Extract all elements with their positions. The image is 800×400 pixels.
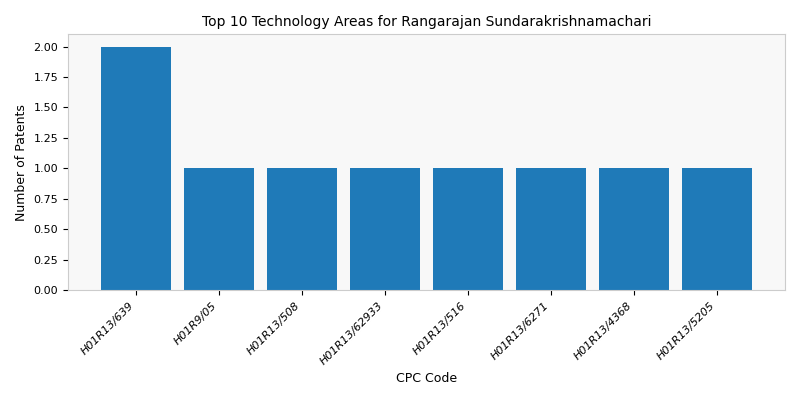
Bar [433, 168, 503, 290]
Bar [101, 46, 171, 290]
Bar [184, 168, 254, 290]
X-axis label: CPC Code: CPC Code [396, 372, 457, 385]
Bar [599, 168, 670, 290]
Bar [682, 168, 753, 290]
Y-axis label: Number of Patents: Number of Patents [15, 104, 28, 221]
Title: Top 10 Technology Areas for Rangarajan Sundarakrishnamachari: Top 10 Technology Areas for Rangarajan S… [202, 15, 651, 29]
Bar [266, 168, 338, 290]
Bar [516, 168, 586, 290]
Bar [350, 168, 420, 290]
